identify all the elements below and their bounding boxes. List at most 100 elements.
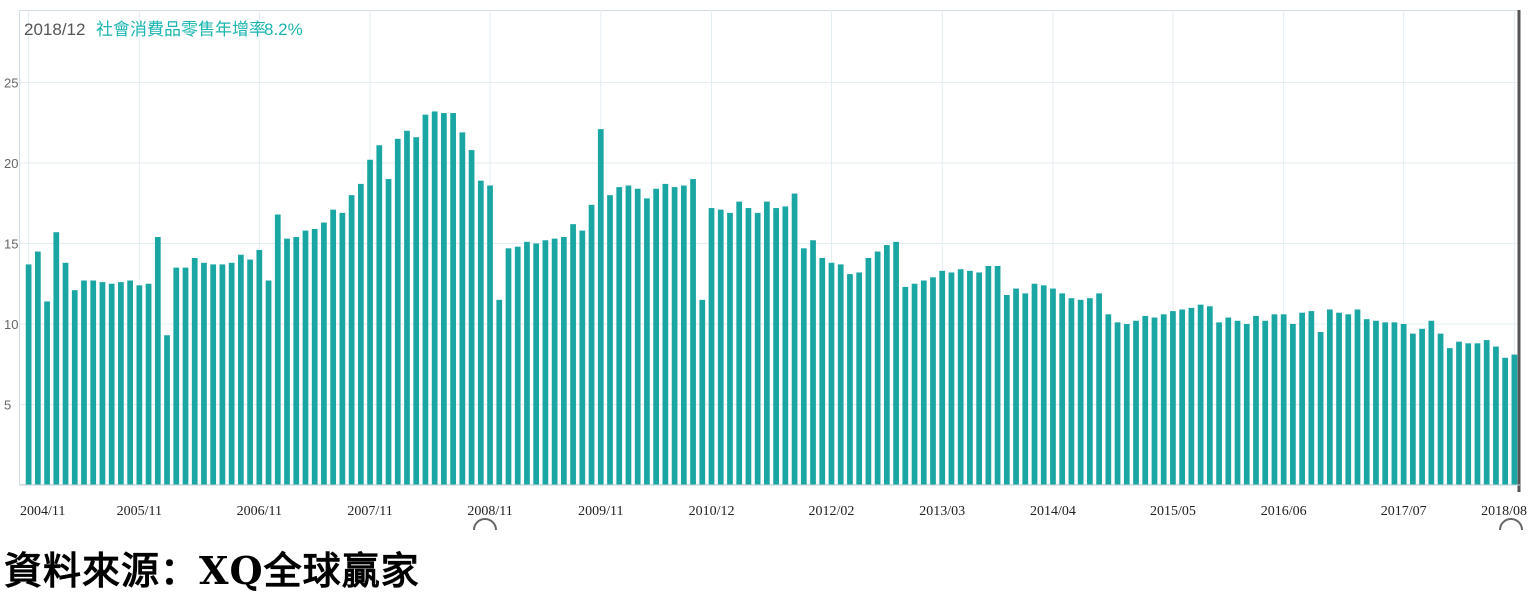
bar	[1253, 315, 1259, 485]
bar	[551, 238, 558, 485]
bar	[247, 259, 253, 485]
bar	[930, 277, 936, 485]
bar	[1031, 283, 1038, 485]
bar	[653, 188, 659, 486]
bar	[1299, 312, 1305, 485]
bar	[1170, 311, 1176, 485]
bar	[311, 228, 318, 486]
x-tick-label: 2018/08	[1481, 504, 1527, 519]
x-tick-label: 2010/12	[689, 504, 735, 519]
bar	[773, 208, 779, 486]
bar	[524, 241, 530, 485]
bar	[764, 201, 770, 486]
bar	[1308, 311, 1315, 485]
bar	[62, 262, 69, 485]
bar	[736, 201, 743, 486]
bar	[145, 283, 152, 485]
bar	[201, 262, 207, 485]
bar	[727, 212, 733, 485]
header-date: 2018/12	[24, 20, 85, 39]
bar	[533, 243, 540, 485]
header-value: 8.2%	[264, 20, 303, 39]
bar	[164, 335, 170, 485]
bar	[265, 280, 272, 485]
bar	[1225, 317, 1232, 485]
bar	[865, 257, 872, 485]
bar	[1419, 328, 1425, 485]
bar	[745, 208, 752, 486]
x-tick-label: 2012/02	[809, 504, 855, 519]
bar	[690, 179, 696, 485]
bar	[1465, 343, 1472, 485]
bar	[1179, 309, 1186, 485]
bar	[182, 267, 189, 485]
x-tick-label: 2014/04	[1030, 504, 1076, 519]
x-tick-label: 2006/11	[237, 504, 282, 519]
bar	[1483, 340, 1490, 485]
bar	[874, 251, 881, 485]
bar	[219, 264, 226, 485]
bar	[1022, 293, 1029, 485]
bar	[1336, 312, 1342, 485]
bar	[920, 280, 927, 485]
header-series-label: 社會消費品零售年增率	[96, 20, 266, 39]
x-tick-label: 2008/11	[467, 504, 512, 519]
bar	[634, 188, 641, 486]
bar	[321, 222, 327, 486]
bar	[837, 264, 844, 485]
bar	[34, 251, 41, 485]
bar	[1382, 322, 1389, 485]
y-tick-label: 20	[4, 156, 18, 171]
bar	[1040, 285, 1047, 485]
y-tick-label: 25	[4, 75, 18, 90]
bar	[348, 195, 355, 486]
bar	[791, 193, 798, 485]
chart-panel: 5 10 15 20 25 2004/11 2005/11 2006/11 2007/11 20…	[4, 10, 1527, 531]
range-handle-left-icon[interactable]	[473, 518, 497, 531]
bar	[800, 248, 807, 485]
bar	[1456, 341, 1462, 485]
bar	[782, 206, 789, 485]
x-axis-ticks: 2004/11 2005/11 2006/11 2007/11 2008/11 2009/…	[20, 504, 1527, 519]
bar	[883, 245, 890, 485]
bar	[754, 212, 761, 485]
bar	[441, 113, 447, 486]
bar	[810, 240, 816, 485]
x-tick-label: 2009/11	[578, 504, 623, 519]
bar	[1160, 314, 1167, 485]
bar	[542, 240, 549, 485]
bar	[1391, 322, 1398, 485]
bar	[819, 257, 826, 485]
bar	[671, 187, 678, 485]
bar	[284, 238, 290, 485]
bar	[256, 249, 263, 485]
bar	[708, 208, 715, 486]
bar	[1123, 323, 1130, 485]
bar	[173, 267, 180, 485]
bar	[1354, 309, 1361, 485]
bar	[127, 280, 133, 485]
bar	[1206, 306, 1213, 485]
x-tick-label: 2005/11	[117, 504, 162, 519]
bar	[514, 246, 521, 485]
bar	[561, 237, 567, 485]
bar	[893, 241, 899, 485]
bar	[1446, 348, 1453, 485]
x-tick-label: 2013/03	[919, 504, 965, 519]
bar	[976, 272, 982, 485]
bar	[1197, 304, 1204, 485]
bar	[699, 299, 706, 485]
bar	[394, 138, 401, 485]
bar	[385, 179, 392, 485]
bar	[570, 224, 576, 485]
range-handle-right-icon[interactable]	[1499, 518, 1523, 531]
bar	[99, 282, 106, 485]
x-tick-label: 2004/11	[20, 504, 65, 519]
bar	[118, 282, 124, 485]
y-axis-ticks: 5 10 15 20 25	[4, 75, 18, 412]
bar	[1142, 315, 1149, 485]
bar	[1363, 319, 1370, 485]
bar	[1502, 357, 1509, 485]
bar	[1373, 320, 1379, 485]
